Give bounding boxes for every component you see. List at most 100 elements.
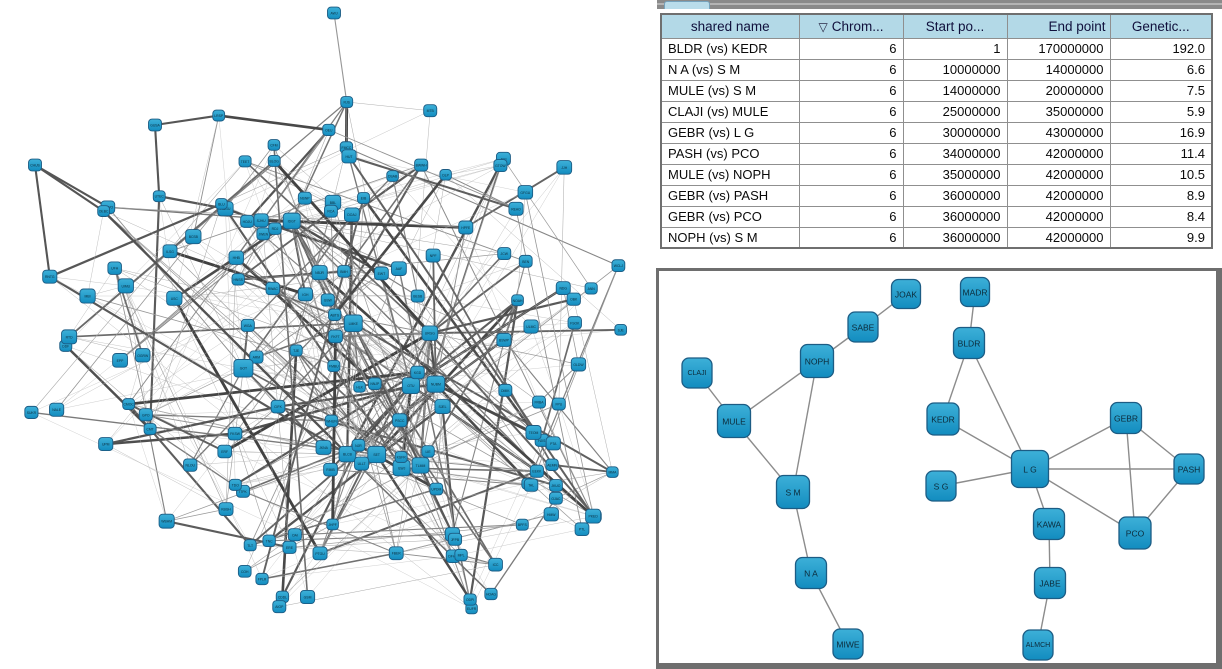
network-node[interactable]: BLDR	[952, 326, 986, 360]
network-edge[interactable]	[244, 161, 354, 324]
network-node[interactable]: N A	[794, 556, 828, 590]
network-edge[interactable]	[352, 322, 613, 473]
network-edge[interactable]	[538, 364, 579, 403]
network-edge[interactable]	[348, 155, 517, 210]
table-row[interactable]: GEBR (vs) PCO 6 36000000 42000000 8.4	[660, 205, 1213, 228]
network-edge[interactable]	[429, 260, 527, 334]
network-edge[interactable]	[346, 101, 431, 111]
table-row[interactable]: PASH (vs) PCO 6 34000000 42000000 11.4	[660, 142, 1213, 165]
network-node[interactable]: JKUO	[549, 479, 563, 492]
network-node[interactable]: WGA	[240, 318, 255, 332]
network-node[interactable]: BLOG	[267, 155, 281, 167]
network-node[interactable]: GFGU	[517, 185, 534, 200]
network-edge[interactable]	[353, 261, 526, 324]
network-node[interactable]: ODPI	[463, 593, 477, 606]
table-cell[interactable]: 30000000	[902, 121, 1008, 144]
network-node[interactable]: ILSG	[162, 244, 178, 259]
table-cell[interactable]: 6	[798, 37, 904, 60]
network-node[interactable]: MULE	[716, 403, 752, 439]
network-edge[interactable]	[190, 454, 348, 466]
network-node[interactable]: JFPB	[448, 532, 463, 546]
network-edge[interactable]	[114, 268, 421, 466]
network-edge[interactable]	[429, 332, 596, 517]
network-edge[interactable]	[166, 508, 227, 522]
network-edge[interactable]	[346, 147, 619, 267]
network-node[interactable]: EIB	[357, 192, 370, 205]
network-node[interactable]: PASH	[1173, 453, 1205, 485]
network-node[interactable]: BSWP	[496, 332, 512, 347]
network-node[interactable]: MBI	[79, 288, 96, 304]
network-node[interactable]: RCA	[324, 204, 338, 218]
network-node[interactable]: EPP	[112, 353, 128, 368]
network-node[interactable]: RWAC	[265, 281, 281, 296]
network-edge[interactable]	[294, 524, 523, 536]
network-edge[interactable]	[114, 267, 436, 385]
network-node[interactable]: UFH	[107, 261, 122, 275]
network-edge[interactable]	[392, 175, 419, 297]
network-edge[interactable]	[103, 210, 354, 324]
network-node[interactable]: ICC	[488, 557, 503, 572]
network-edge[interactable]	[353, 323, 557, 499]
network-edge[interactable]	[307, 465, 421, 598]
network-node[interactable]: DOAJ	[344, 207, 360, 223]
network-edge[interactable]	[429, 333, 554, 444]
network-edge[interactable]	[332, 454, 348, 525]
network-node[interactable]: AIOP	[272, 600, 287, 614]
network-node[interactable]: FPLR	[255, 572, 269, 586]
column-header-shared-name[interactable]: shared name	[660, 13, 800, 39]
network-node[interactable]: NLOU	[183, 458, 198, 472]
network-edge[interactable]	[105, 211, 332, 445]
network-edge[interactable]	[375, 453, 472, 601]
network-node[interactable]: BWWH	[414, 158, 429, 172]
network-node[interactable]: GEBR	[1109, 401, 1143, 435]
network-node[interactable]: OTU	[401, 377, 420, 394]
network-edge[interactable]	[401, 322, 575, 469]
network-node[interactable]: NUBM	[426, 375, 446, 393]
table-cell[interactable]: 36000000	[902, 205, 1008, 228]
network-edge[interactable]	[410, 174, 446, 386]
network-edge[interactable]	[295, 350, 348, 455]
network-node[interactable]: HHB	[228, 250, 244, 265]
network-edge[interactable]	[153, 124, 161, 197]
network-edge[interactable]	[323, 333, 431, 448]
network-node[interactable]: KEDR	[926, 402, 960, 436]
network-node[interactable]: MTB	[423, 104, 438, 118]
network-node[interactable]: BEN	[518, 254, 533, 268]
network-edge[interactable]	[401, 158, 504, 469]
table-row[interactable]: MULE (vs) NOPH 6 35000000 42000000 10.5	[660, 163, 1213, 186]
table-cell[interactable]: 20000000	[1006, 79, 1111, 102]
network-node[interactable]: RTD	[61, 329, 78, 345]
network-node[interactable]: TLMM	[411, 457, 430, 474]
network-edge[interactable]	[244, 160, 431, 334]
network-node[interactable]: BLU	[215, 198, 228, 210]
network-edge[interactable]	[105, 279, 239, 445]
network-edge[interactable]	[555, 471, 613, 499]
cell-shared-name[interactable]: PASH (vs) PCO	[660, 142, 800, 165]
network-edge[interactable]	[291, 220, 592, 289]
network-edge[interactable]	[105, 432, 236, 446]
network-node[interactable]: OGRW	[135, 348, 151, 363]
network-node[interactable]: ULMC	[523, 319, 539, 334]
network-edge[interactable]	[249, 383, 437, 547]
table-cell[interactable]: 42000000	[1006, 142, 1111, 165]
network-edge[interactable]	[49, 276, 402, 458]
network-edge[interactable]	[277, 405, 557, 487]
network-node[interactable]: SJHU	[253, 213, 269, 228]
network-node[interactable]: UIMU	[117, 278, 134, 294]
network-edge[interactable]	[333, 12, 348, 103]
table-cell[interactable]: 36000000	[902, 226, 1008, 249]
network-edge[interactable]	[261, 158, 504, 221]
network-edge[interactable]	[56, 220, 292, 410]
network-edge[interactable]	[218, 115, 244, 369]
cell-shared-name[interactable]: GEBR (vs) L G	[660, 121, 800, 144]
network-node[interactable]: FSOK	[567, 316, 582, 330]
network-edge[interactable]	[145, 401, 540, 415]
network-node[interactable]: L G	[1010, 449, 1050, 489]
network-edge[interactable]	[277, 390, 506, 407]
network-edge[interactable]	[319, 445, 359, 554]
network-node[interactable]: URGG	[421, 325, 439, 341]
table-cell[interactable]: 42000000	[1006, 163, 1111, 186]
network-edge[interactable]	[243, 368, 308, 598]
network-edge[interactable]	[429, 167, 565, 334]
network-node[interactable]: ERF	[217, 444, 232, 459]
